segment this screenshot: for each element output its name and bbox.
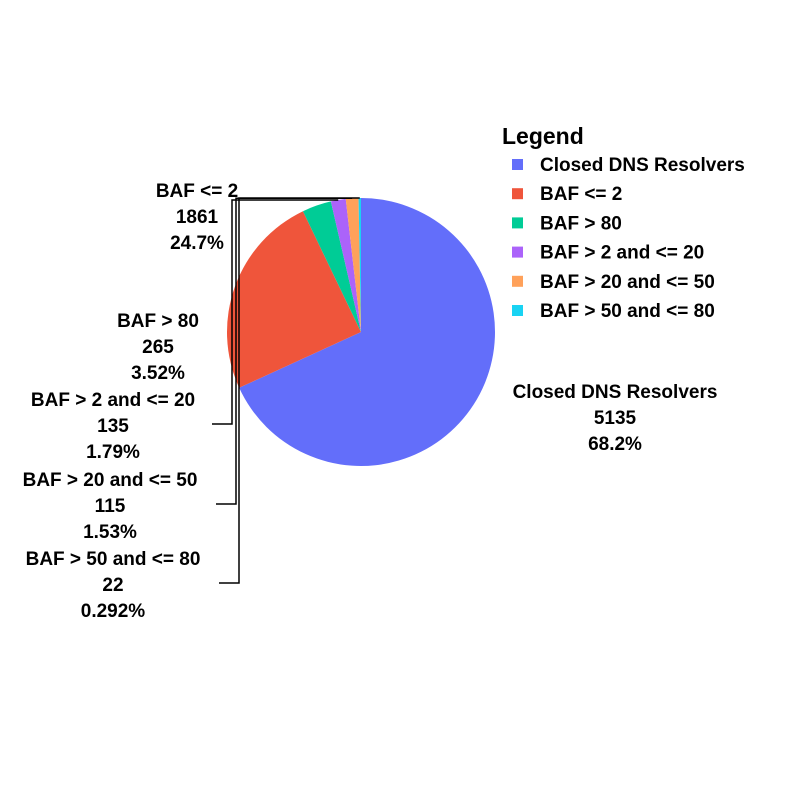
label-name: BAF > 2 and <= 20 xyxy=(31,390,195,411)
legend-label-baf-le-2[interactable]: BAF <= 2 xyxy=(540,184,622,205)
label-value: 1861 xyxy=(176,207,219,228)
legend-swatch-baf-gt-2-and-le-20 xyxy=(512,246,523,258)
leader-line-baf-gt-50-and-le-80 xyxy=(219,197,360,584)
legend-swatch-baf-gt-20-and-le-50 xyxy=(512,275,523,287)
pie-slices xyxy=(226,198,495,467)
label-percent: 1.53% xyxy=(83,522,137,543)
pie-slice-closed-dns-resolvers xyxy=(239,198,495,467)
label-value: 5135 xyxy=(594,408,637,429)
legend: Legend Closed DNS Resolvers BAF <= 2 BAF >… xyxy=(502,123,745,322)
label-name: BAF > 20 and <= 50 xyxy=(23,470,198,491)
label-value: 135 xyxy=(97,416,129,437)
legend-title: Legend xyxy=(502,123,584,149)
slice-labels: Closed DNS Resolvers 5135 68.2% BAF <= 2 186… xyxy=(23,181,718,622)
label-name: Closed DNS Resolvers xyxy=(513,382,718,403)
legend-label-baf-gt-80[interactable]: BAF > 80 xyxy=(540,213,622,234)
slice-label-baf-gt-80: BAF > 80 265 3.52% xyxy=(117,311,199,384)
label-name: BAF > 50 and <= 80 xyxy=(26,549,201,570)
legend-items: Closed DNS Resolvers BAF <= 2 BAF > 80 BAF … xyxy=(512,155,745,322)
slice-label-baf-gt-20-and-le-50: BAF > 20 and <= 50 115 1.53% xyxy=(23,470,198,543)
label-percent: 68.2% xyxy=(588,434,642,455)
pie-slice-baf-gt-80 xyxy=(302,201,361,332)
label-value: 22 xyxy=(102,575,123,596)
label-value: 265 xyxy=(142,337,174,358)
pie-slice-baf-gt-20-and-le-50 xyxy=(345,198,361,332)
legend-swatch-baf-gt-50-and-le-80 xyxy=(512,305,523,316)
legend-label-closed-dns-resolvers[interactable]: Closed DNS Resolvers xyxy=(540,155,745,176)
legend-swatch-closed-dns-resolvers xyxy=(512,159,523,170)
slice-label-baf-gt-50-and-le-80: BAF > 50 and <= 80 22 0.292% xyxy=(26,549,201,622)
label-name: BAF > 80 xyxy=(117,311,199,332)
pie-slice-baf-gt-50-and-le-80 xyxy=(358,198,361,332)
pie-slice-baf-le-2 xyxy=(226,211,361,388)
pie-slice-baf-gt-2-and-le-20 xyxy=(330,198,361,332)
label-percent: 3.52% xyxy=(131,363,185,384)
label-percent: 24.7% xyxy=(170,233,224,254)
legend-swatch-baf-le-2 xyxy=(512,188,523,200)
legend-label-baf-gt-50-and-le-80[interactable]: BAF > 50 and <= 80 xyxy=(540,301,715,322)
legend-label-baf-gt-20-and-le-50[interactable]: BAF > 20 and <= 50 xyxy=(540,272,715,293)
label-name: BAF <= 2 xyxy=(156,181,238,202)
leader-lines xyxy=(212,197,360,584)
label-percent: 0.292% xyxy=(81,601,146,622)
label-value: 115 xyxy=(95,496,126,517)
slice-label-closed-dns-resolvers: Closed DNS Resolvers 5135 68.2% xyxy=(513,382,718,455)
legend-swatch-baf-gt-80 xyxy=(512,217,523,229)
slice-label-baf-gt-2-and-le-20: BAF > 2 and <= 20 135 1.79% xyxy=(31,390,195,463)
slice-label-baf-le-2: BAF <= 2 1861 24.7% xyxy=(156,181,238,254)
leader-line-baf-gt-2-and-le-20 xyxy=(212,199,339,425)
legend-label-baf-gt-2-and-le-20[interactable]: BAF > 2 and <= 20 xyxy=(540,243,704,264)
label-percent: 1.79% xyxy=(86,442,140,463)
